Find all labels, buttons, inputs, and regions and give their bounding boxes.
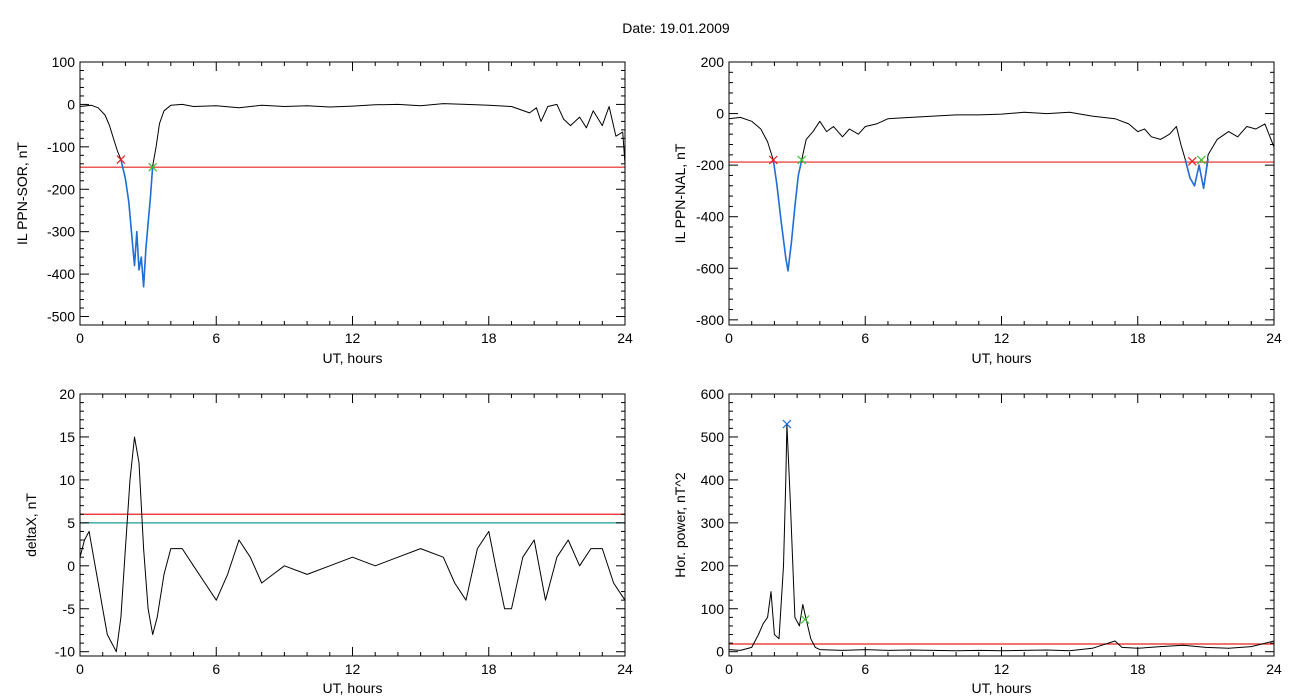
x-tick-label: 24	[617, 661, 633, 677]
y-tick-label: 20	[59, 386, 75, 402]
start_marker	[768, 155, 778, 165]
y-tick-label: -400	[47, 266, 75, 282]
y-tick-label: 200	[701, 54, 725, 70]
y-tick-label: 0	[67, 558, 75, 574]
x-tick-label: 18	[1130, 330, 1146, 346]
x-tick-label: 18	[481, 661, 497, 677]
x-tick-label: 24	[617, 330, 633, 346]
y-tick-label: -800	[696, 312, 724, 328]
y-tick-label: 100	[52, 54, 76, 70]
plot-frame	[79, 393, 626, 657]
y-tick-label: 500	[701, 429, 725, 445]
x-tick-label: 6	[861, 661, 869, 677]
x-tick-label: 6	[212, 661, 220, 677]
x-tick-label: 18	[1130, 661, 1146, 677]
x-tick-label: 0	[725, 330, 733, 346]
figure-title: Date: 19.01.2009	[622, 20, 730, 36]
trace-series	[728, 423, 1275, 652]
y-tick-label: 200	[701, 558, 725, 574]
start_marker	[1187, 156, 1197, 166]
peak_marker	[782, 419, 792, 429]
xlabel: UT, hours	[972, 680, 1032, 696]
highlight-series	[772, 159, 803, 272]
x-tick-label: 0	[76, 330, 84, 346]
xlabel: UT, hours	[972, 350, 1032, 366]
plot-frame	[79, 61, 626, 326]
x-tick-label: 24	[1266, 330, 1282, 346]
y-tick-label: -500	[47, 309, 75, 325]
ylabel: deltaX, nT	[23, 493, 39, 557]
xlabel: UT, hours	[323, 350, 383, 366]
highlight-series	[1184, 158, 1209, 190]
ylabel: IL PPN-SOR, nT	[14, 142, 30, 245]
end_marker	[800, 615, 810, 624]
y-tick-label: 400	[701, 472, 725, 488]
panel-ppn-nal: IL PPN-NAL, nT UT, hours 0 6 12 18 24 -800 -60…	[672, 54, 1282, 366]
end_marker	[1196, 155, 1206, 165]
y-tick-label: 600	[701, 386, 725, 402]
y-tick-label: -200	[47, 181, 75, 197]
y-tick-label: -600	[696, 260, 724, 276]
y-tick-label: 5	[67, 515, 75, 531]
ylabel: Hor. power, nT^2	[672, 472, 688, 578]
y-tick-label: -10	[55, 644, 75, 660]
y-tick-label: -200	[696, 157, 724, 173]
x-tick-label: 24	[1266, 661, 1282, 677]
y-tick-label: 100	[701, 601, 725, 617]
x-tick-label: 12	[994, 330, 1010, 346]
trace-series	[728, 111, 1275, 272]
plot-frame	[728, 393, 1275, 657]
y-tick-label: -5	[63, 601, 76, 617]
panel-ppn-sor: IL PPN-SOR, nT UT, hours 0 6 12 18 24 -500 -40…	[14, 54, 633, 366]
y-tick-label: -400	[696, 209, 724, 225]
end_marker	[797, 155, 807, 165]
start_marker	[116, 155, 126, 164]
x-tick-label: 0	[725, 661, 733, 677]
panel-hor-power: Hor. power, nT^2 UT, hours 0 6 12 18 24 0 100 2…	[672, 386, 1282, 696]
x-tick-label: 6	[861, 330, 869, 346]
x-tick-label: 12	[345, 661, 361, 677]
x-tick-label: 12	[994, 661, 1010, 677]
y-tick-label: 0	[67, 96, 75, 112]
y-tick-label: 10	[59, 472, 75, 488]
end_marker	[148, 162, 158, 172]
y-tick-label: 0	[716, 106, 724, 122]
panel-deltax: deltaX, nT UT, hours 0 6 12 18 24 -10 -5 0 5 10 15…	[23, 386, 633, 696]
y-tick-label: 300	[701, 515, 725, 531]
trace-series	[79, 436, 626, 653]
x-tick-label: 12	[345, 330, 361, 346]
y-tick-label: 15	[59, 429, 75, 445]
x-tick-label: 18	[481, 330, 497, 346]
trace-series	[79, 103, 626, 288]
y-tick-label: -300	[47, 224, 75, 240]
highlight-series	[120, 159, 154, 288]
x-tick-label: 0	[76, 661, 84, 677]
ylabel: IL PPN-NAL, nT	[672, 143, 688, 243]
y-tick-label: 0	[716, 644, 724, 660]
plot-frame	[728, 61, 1275, 326]
xlabel: UT, hours	[323, 680, 383, 696]
y-tick-label: -100	[47, 139, 75, 155]
x-tick-label: 6	[212, 330, 220, 346]
